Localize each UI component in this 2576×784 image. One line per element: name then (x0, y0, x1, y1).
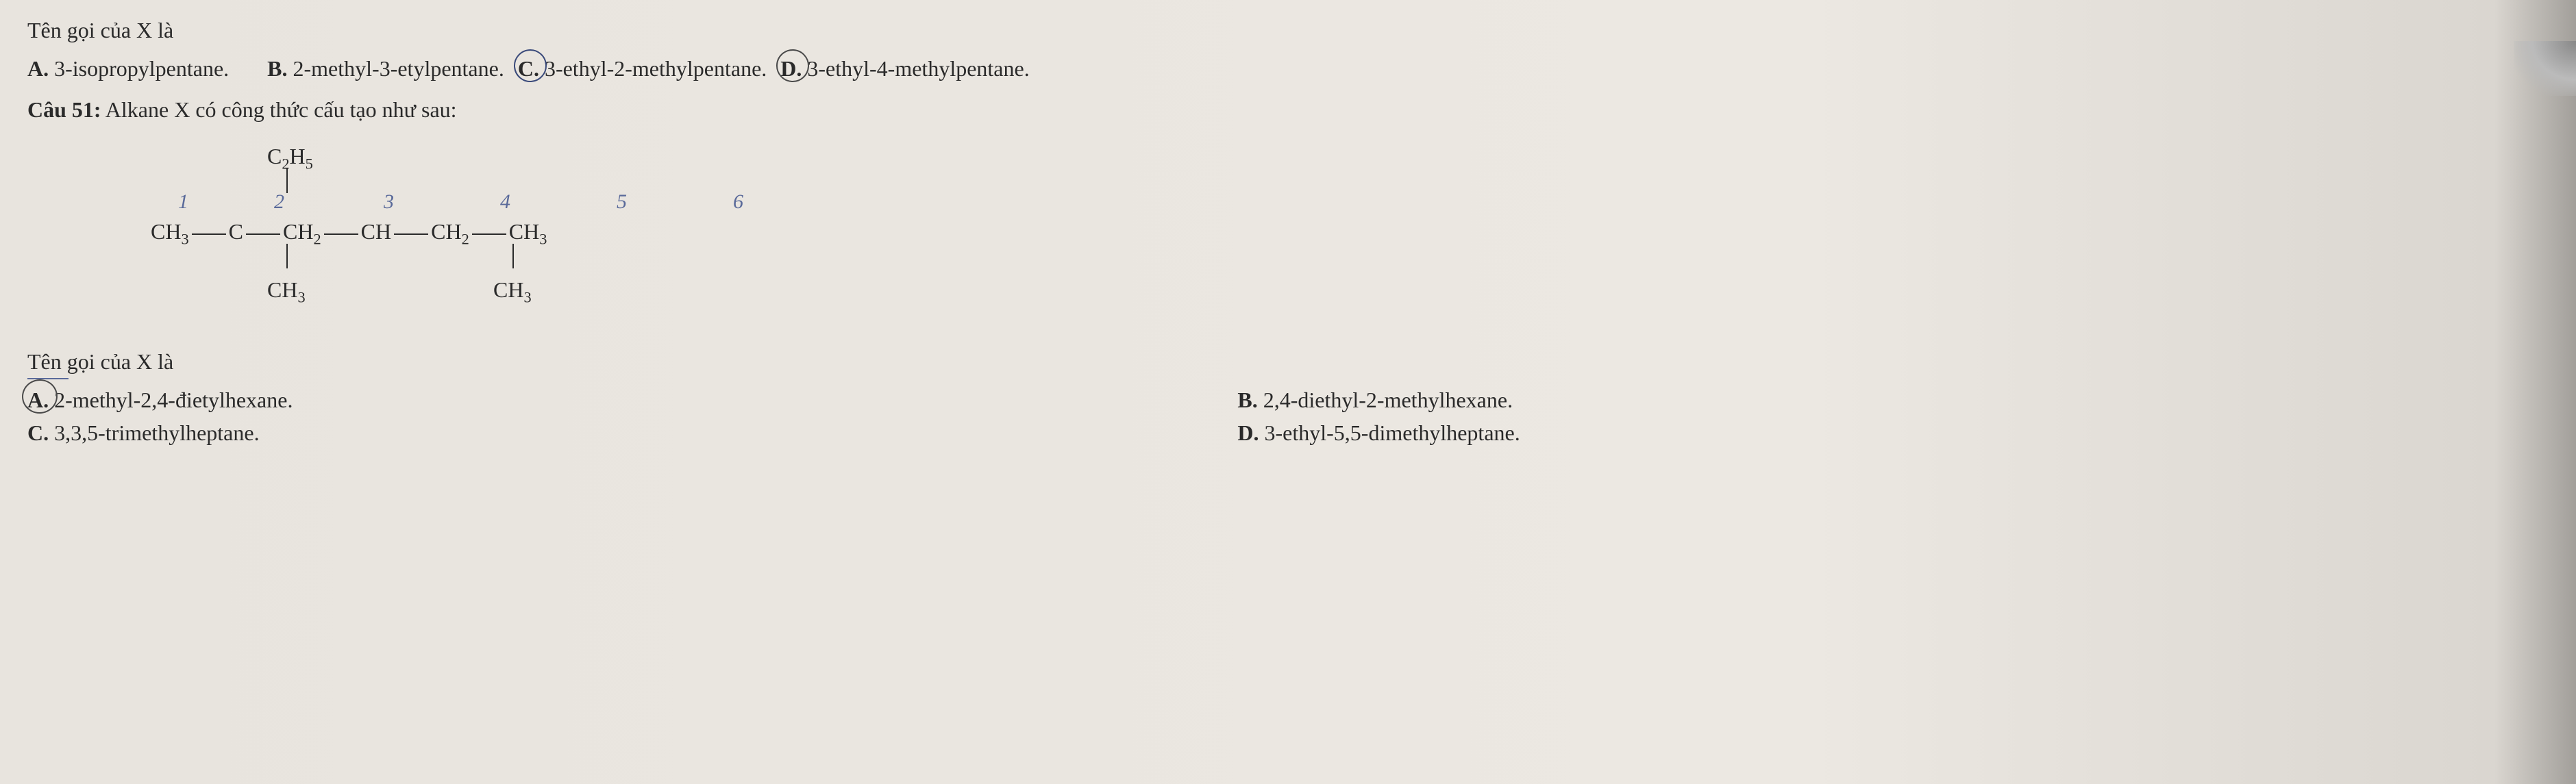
q51-heading-row: Câu 51: Alkane X có công thức cấu tạo nh… (27, 93, 2549, 126)
hw-num-4: 4 (500, 186, 510, 217)
vbond-down-2 (512, 244, 514, 268)
option-d: D. 3-ethyl-4-methylpentane. (780, 52, 1029, 85)
circled-d-icon: D. (780, 52, 802, 85)
q51-text: Alkane X có công thức cấu tạo như sau: (106, 97, 457, 122)
hw-num-5: 5 (617, 186, 627, 217)
q51-option-b: B. 2,4-diethyl-2-methylhexane. (1237, 388, 1513, 412)
q51-option-a: A. 2-methyl-2,4-đietylhexane. (27, 388, 293, 412)
q51-option-c: C. 3,3,5-trimethylheptane. (27, 420, 260, 445)
hw-num-6: 6 (733, 186, 743, 217)
hw-num-2: 2 (274, 186, 284, 217)
circled-a-icon: A. (27, 383, 49, 416)
bottom-group-2: CH3 (493, 273, 532, 309)
q51-heading: Câu 51: (27, 97, 101, 122)
main-chain: CH3CCH2CHCH2CH3 (151, 215, 547, 251)
hw-num-3: 3 (384, 186, 394, 217)
pen-underline-icon (27, 378, 69, 379)
chemical-structure: C2H5 1 2 3 4 5 6 CH3CCH2CHCH2CH3 CH3 CH3 (151, 140, 2549, 331)
paper-fold-icon (2514, 41, 2576, 96)
bottom-group-1: CH3 (267, 273, 306, 309)
top-group: C2H5 (267, 140, 313, 175)
q51-option-d: D. 3-ethyl-5,5-dimethylheptane. (1237, 420, 1520, 445)
q51-options-row1: A. 2-methyl-2,4-đietylhexane. B. 2,4-die… (27, 383, 2549, 416)
hw-num-1: 1 (178, 186, 188, 217)
option-b: B. 2-methyl-3-etylpentane. (267, 52, 504, 85)
vbond-top (286, 168, 288, 193)
prev-question-prompt: Tên gọi của X là (27, 14, 2549, 47)
vbond-down-1 (286, 244, 288, 268)
q51-prompt: Tên gọi của X là (27, 345, 2549, 378)
option-a: A. 3-isopropylpentane. (27, 52, 229, 85)
circled-c-icon: C. (518, 52, 539, 85)
page-shadow (2494, 0, 2576, 784)
q51-options-row2: C. 3,3,5-trimethylheptane. D. 3-ethyl-5,… (27, 416, 2549, 449)
option-c: C. 3-ethyl-2-methylpentane. (518, 52, 767, 85)
prev-options-row: A. 3-isopropylpentane. B. 2-methyl-3-ety… (27, 52, 2549, 85)
